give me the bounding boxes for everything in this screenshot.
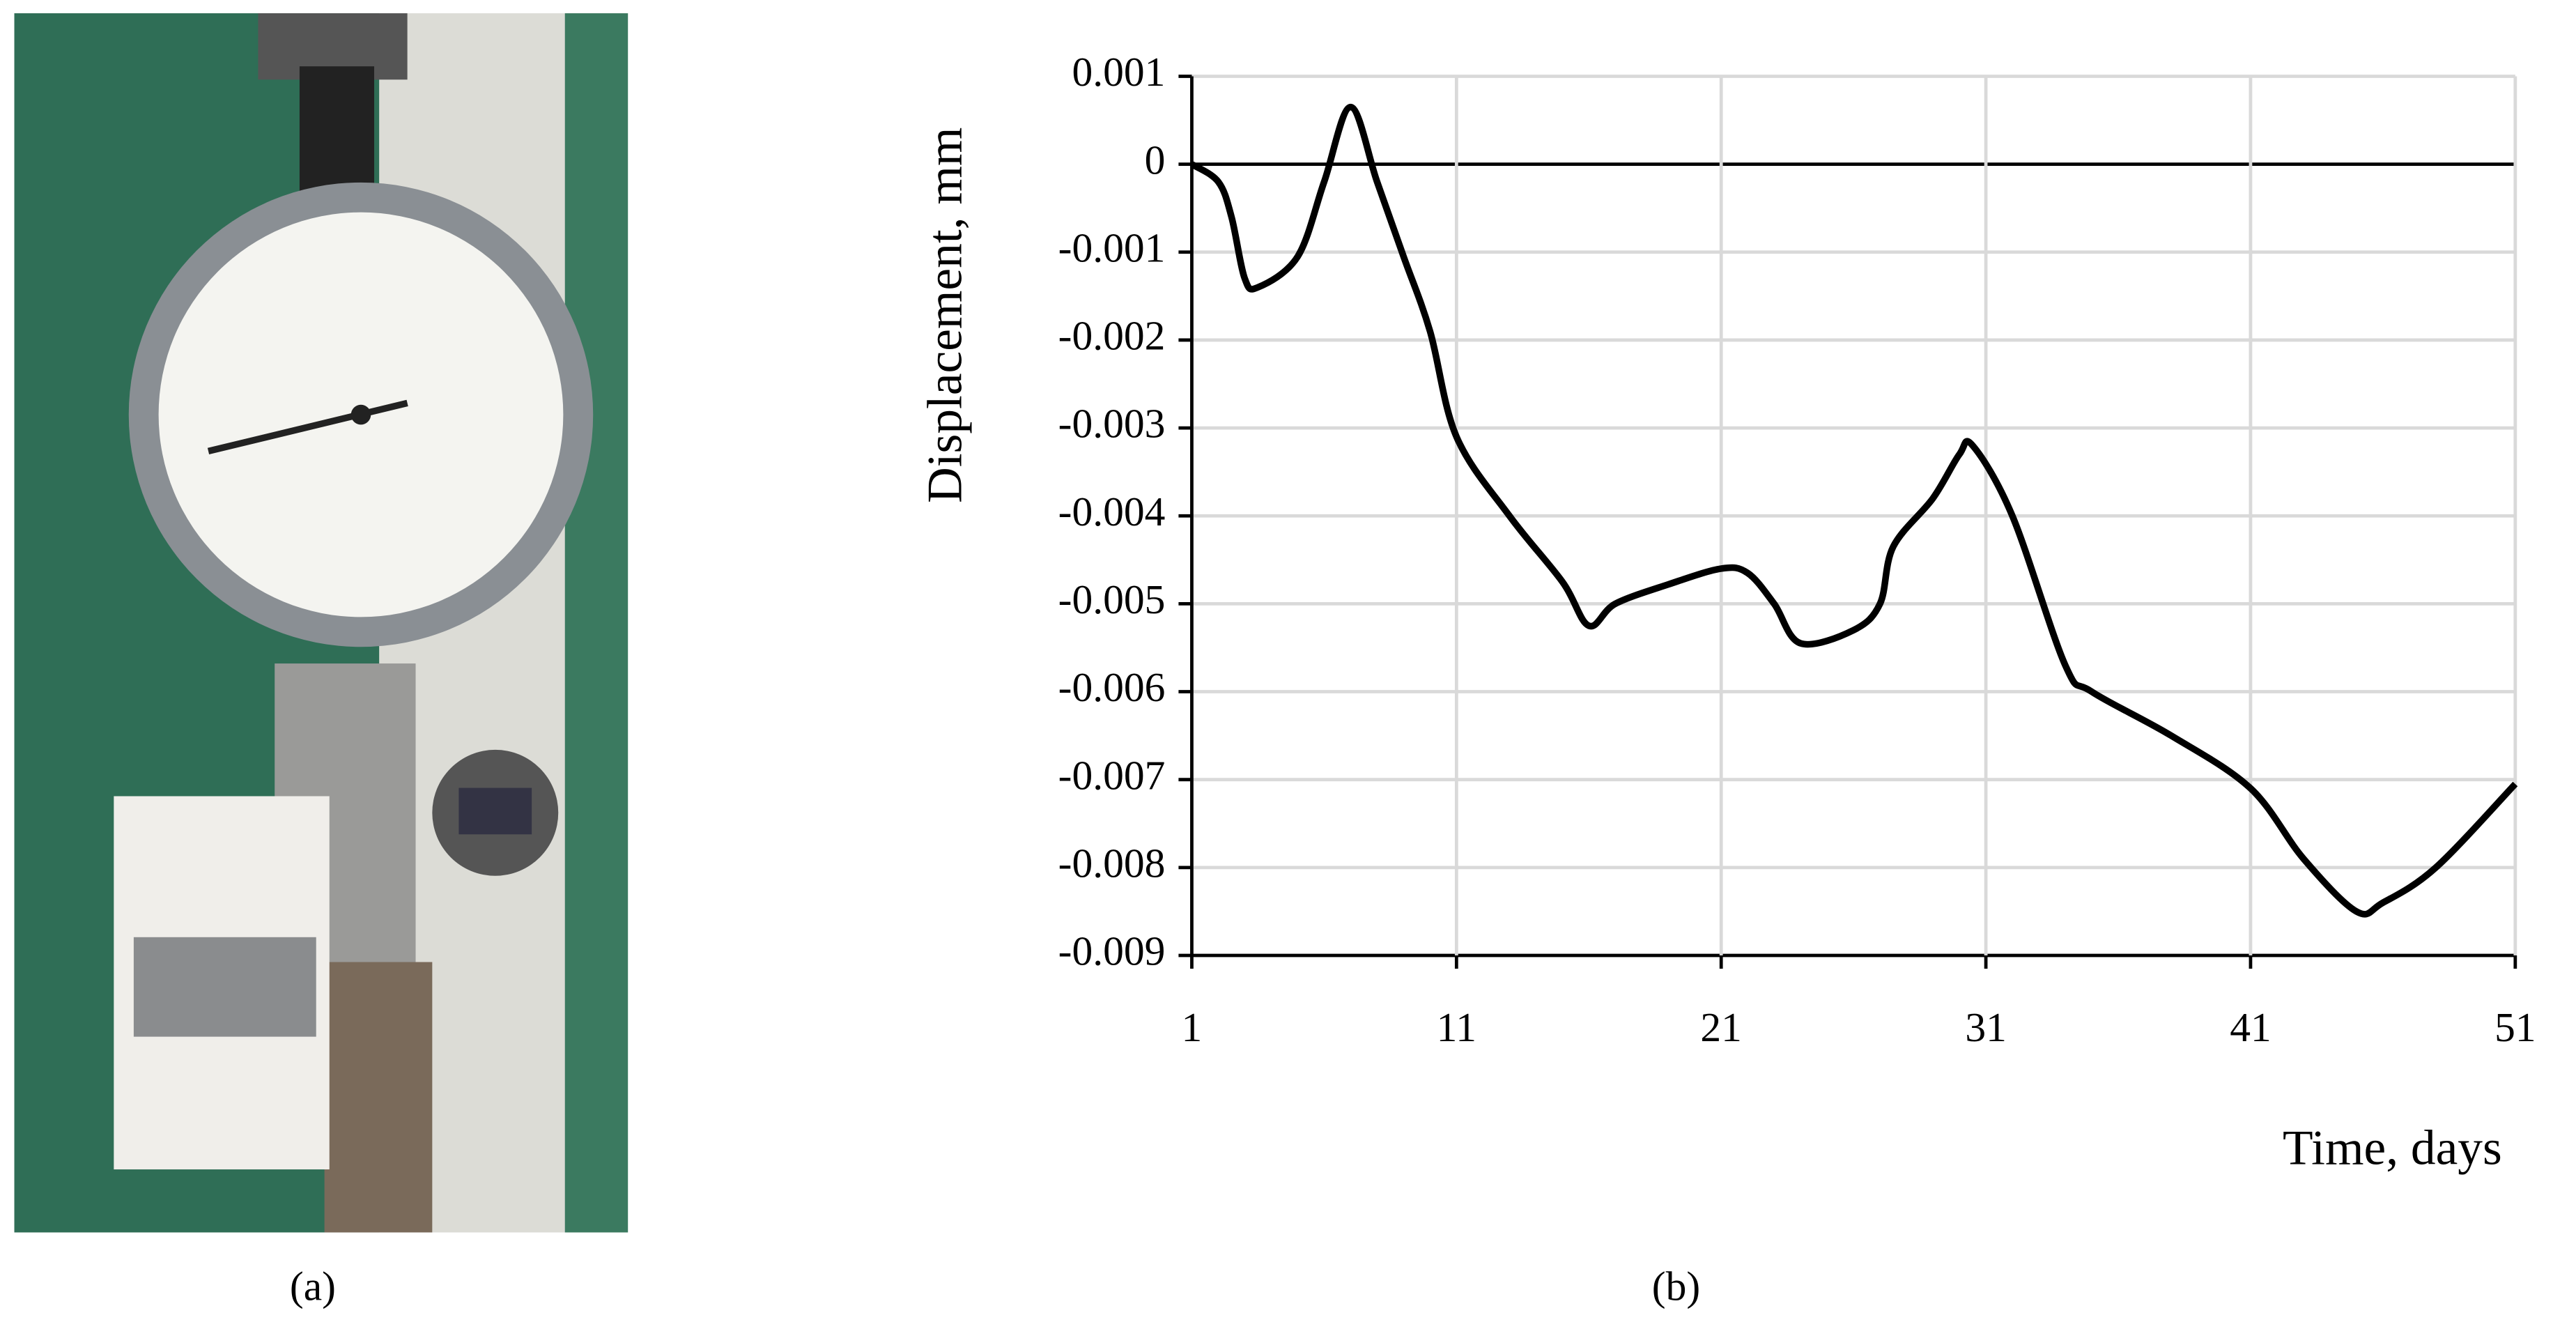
y-tick-label: -0.007	[1058, 752, 1166, 798]
y-tick-label: -0.005	[1058, 576, 1166, 622]
data-line	[1189, 103, 2518, 918]
x-tick-label: 31	[1965, 1004, 2007, 1050]
caption-b: (b)	[1652, 1263, 1700, 1309]
x-tick-label: 21	[1700, 1004, 1742, 1050]
x-axis-title: Time, days	[2283, 1121, 2502, 1176]
plot: 0.001 0 -0.001 -0.002 -0.003 -0.004 -0.005 -0.0…	[1058, 49, 2536, 1050]
caption-a: (a)	[290, 1263, 336, 1309]
x-tick-label: 1	[1182, 1004, 1203, 1050]
x-tick-label: 41	[2230, 1004, 2272, 1050]
y-tick-label: -0.002	[1058, 313, 1166, 359]
y-tick-label: -0.009	[1058, 928, 1166, 974]
y-tick-label: 0.001	[1072, 49, 1165, 95]
y-tick-label: -0.004	[1058, 489, 1166, 535]
y-tick-label: -0.003	[1058, 401, 1166, 447]
x-tick-label: 51	[2494, 1004, 2536, 1050]
y-tick-label: -0.001	[1058, 224, 1166, 270]
y-tick-label: -0.008	[1058, 840, 1166, 886]
y-tick-label: 0	[1145, 137, 1166, 183]
y-axis-title: Displacement, mm	[917, 128, 972, 503]
y-tick-label: -0.006	[1058, 664, 1166, 710]
x-tick-label: 11	[1437, 1004, 1476, 1050]
photo	[14, 13, 628, 1233]
